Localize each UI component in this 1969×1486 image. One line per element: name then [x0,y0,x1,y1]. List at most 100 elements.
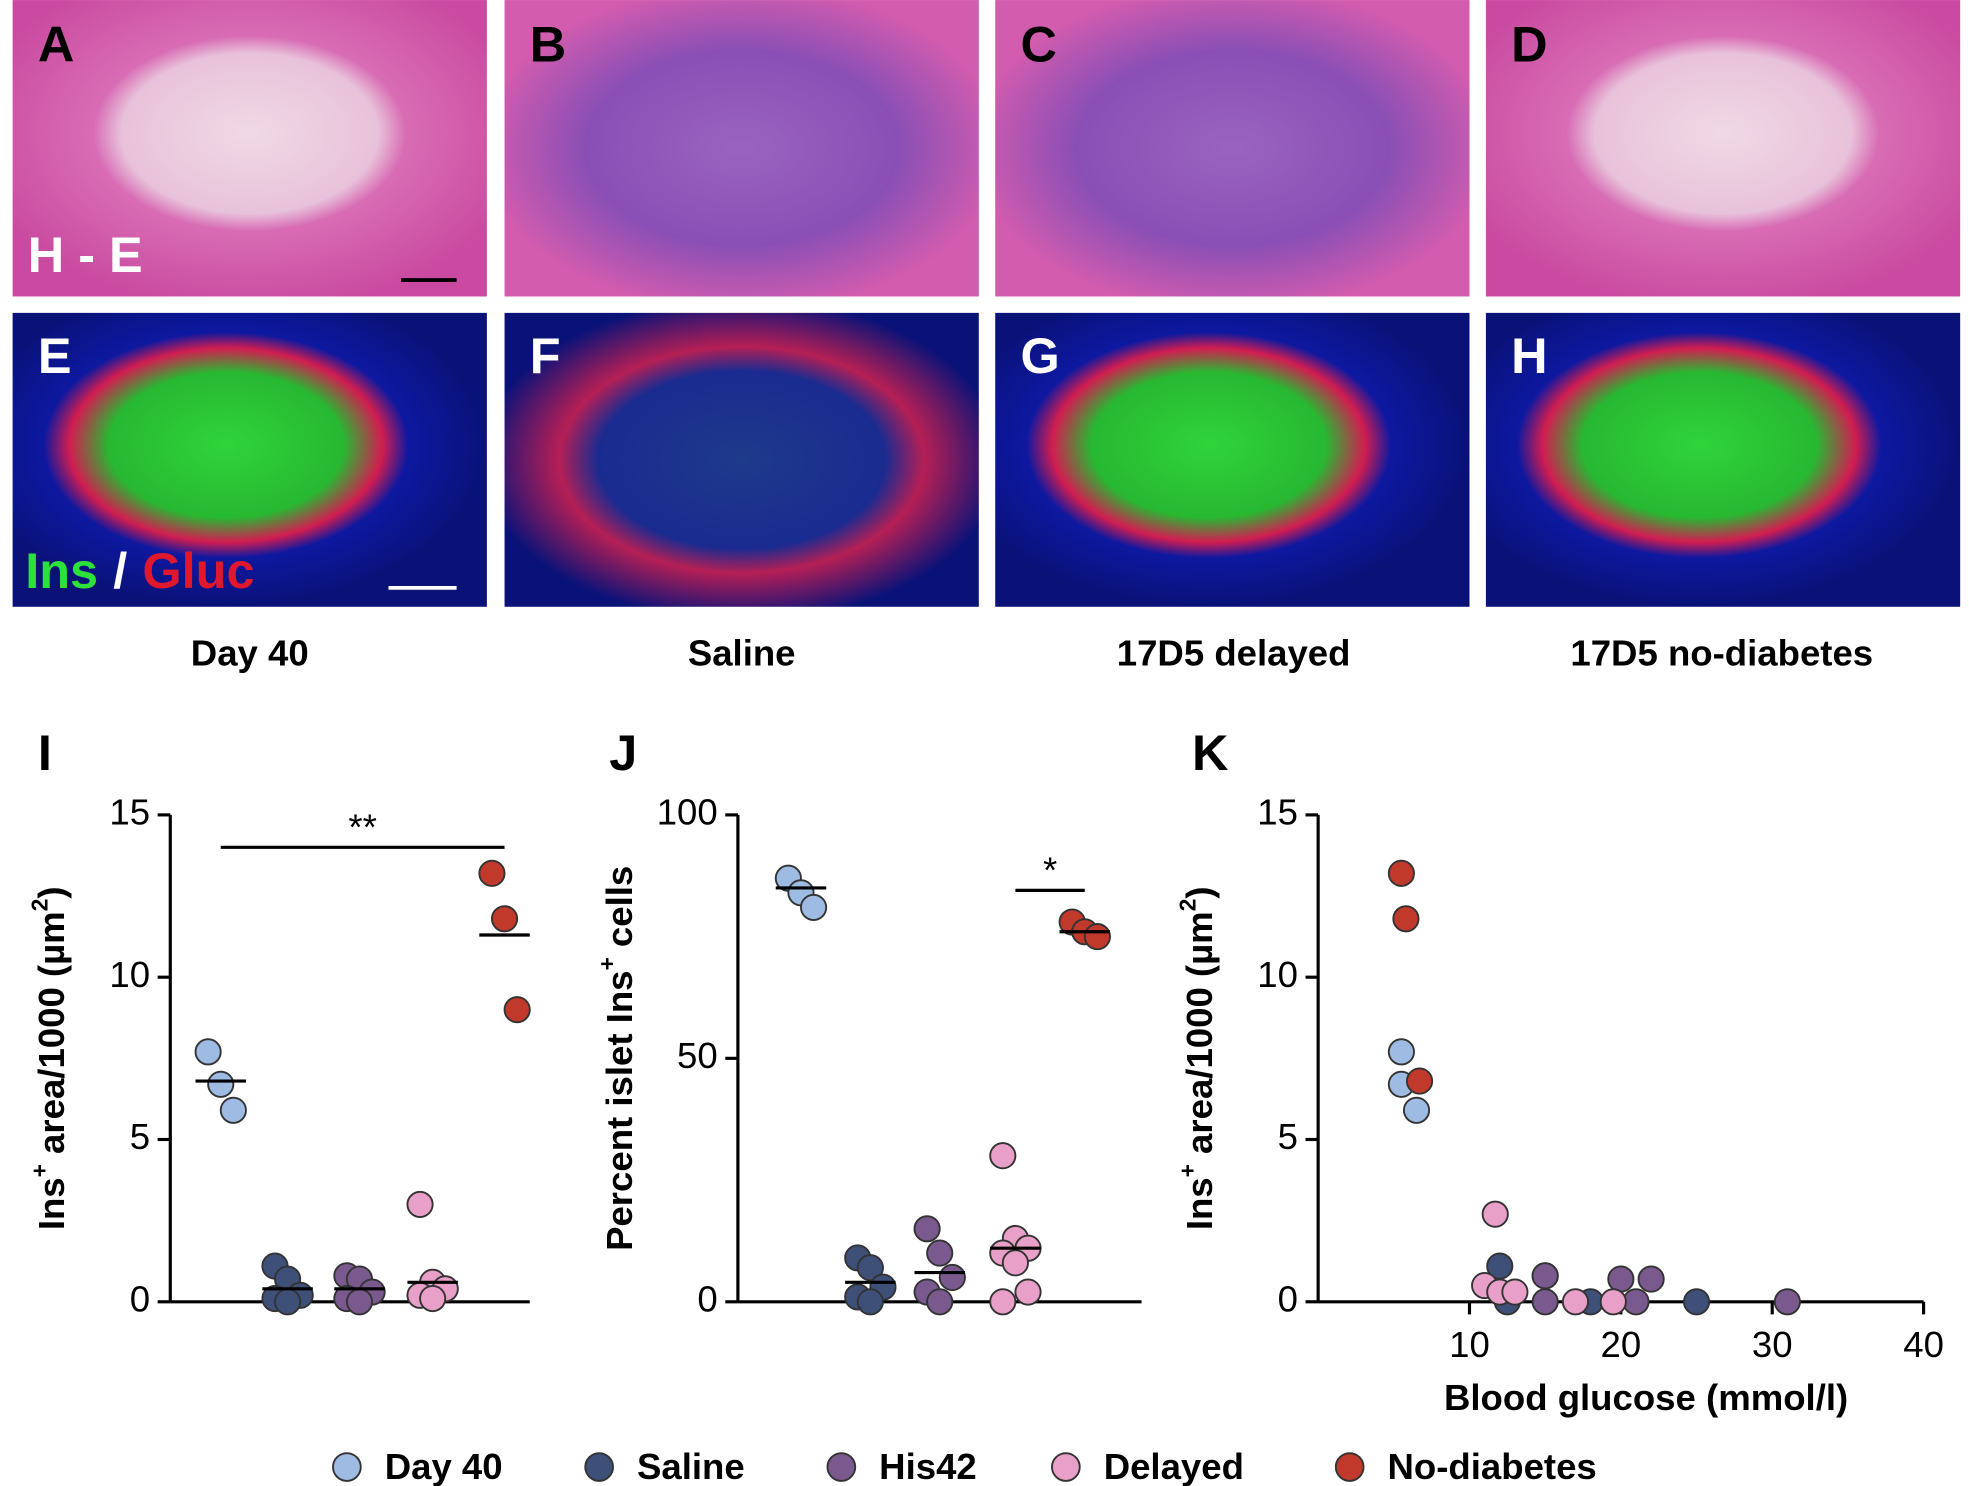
x-tick-label: 30 [1752,1324,1793,1365]
x-tick-label: 10 [1449,1324,1490,1365]
panel-letter: H [1511,327,1547,384]
data-point [419,1284,447,1313]
caption: Saline [688,633,796,674]
label-part: ) [1179,886,1220,898]
superscript: + [27,1164,53,1177]
data-point [1607,1265,1635,1293]
label-part: cells [599,866,640,957]
stain-word: Ins [25,543,98,600]
panel-letter: G [1020,327,1059,384]
legend-marker [1051,1452,1081,1482]
data-point [478,859,506,887]
data-point [1387,1038,1415,1066]
micrographs [12,0,1961,607]
data-point [1682,1288,1711,1316]
data-point [989,1142,1017,1170]
data-point [1637,1265,1665,1293]
y-axis-label: Ins+ area/1000 (µm2) [1174,886,1219,1230]
data-point [1392,905,1420,933]
y-tick-label: 10 [1257,954,1298,995]
y-tick-label: 100 [657,792,718,833]
data-point [1531,1288,1559,1316]
superscript: 2 [1174,899,1200,912]
stain-label: H - E [28,226,143,283]
label-part: Ins [31,1177,72,1230]
legend-marker [584,1452,614,1482]
panel-letter: D [1511,15,1547,72]
legend-label: His42 [879,1446,977,1486]
label-part: area/1000 (µm [31,911,72,1164]
caption: 17D5 delayed [1117,633,1351,674]
legend-label: Day 40 [385,1446,503,1486]
data-point [194,1038,222,1066]
micrograph [504,312,979,607]
significance-label: ** [348,806,376,847]
stain-label: Ins / Gluc [25,543,254,600]
data-point [274,1288,302,1316]
data-point [926,1239,954,1267]
data-point [856,1288,884,1316]
data-point [1405,1067,1434,1095]
panel-letter: A [38,15,74,72]
data-point [1622,1288,1650,1316]
y-tick-label: 15 [109,792,150,833]
label-part: Percent islet Ins [599,970,640,1250]
legend-label: Delayed [1104,1446,1244,1486]
data-point [1083,923,1111,951]
y-tick-label: 5 [130,1116,150,1157]
data-point [406,1190,434,1218]
y-axis-label: Ins+ area/1000 (µm2) [27,886,72,1230]
micrograph [995,312,1470,607]
x-tick-label: 20 [1601,1324,1642,1365]
data-point [926,1288,954,1316]
superscript: + [594,957,620,970]
data-point [989,1288,1017,1316]
micrograph [1485,0,1961,297]
y-tick-label: 50 [677,1035,718,1076]
data-point [1387,859,1415,887]
micrograph [12,0,487,297]
data-point [1561,1288,1590,1316]
data-point [1481,1200,1509,1228]
data-point [1599,1288,1627,1316]
y-tick-label: 10 [109,954,150,995]
panel-letter: J [609,724,637,781]
panel-letter: I [38,724,52,781]
data-point [1001,1249,1029,1277]
panel-letter: F [530,327,561,384]
micrograph [504,0,979,297]
panel-letter: K [1192,724,1228,781]
legend-marker [332,1452,362,1482]
data-point [800,893,828,921]
significance-label: * [1043,849,1057,890]
panel-letter: B [530,15,566,72]
legend-marker [1334,1452,1365,1482]
stain-word: / [113,543,127,600]
legend-label: Saline [637,1446,745,1486]
data-point [490,905,519,933]
micrograph [12,312,487,607]
y-axis-label: Percent islet Ins+ cells [594,866,639,1251]
y-tick-label: 15 [1257,792,1298,833]
data-point [856,1254,884,1282]
caption: Day 40 [191,633,309,674]
data-point [1014,1278,1042,1306]
x-tick-label: 40 [1903,1324,1944,1365]
data-point [207,1070,235,1098]
data-point [1402,1096,1431,1124]
stain-word: Gluc [142,543,254,600]
data-point [503,996,531,1024]
data-point [219,1096,247,1124]
y-tick-label: 0 [130,1278,150,1319]
superscript: + [1174,1164,1200,1177]
y-tick-label: 0 [1278,1278,1298,1319]
data-point [913,1215,941,1243]
superscript: 2 [27,899,53,912]
data-point [1531,1262,1559,1290]
label-part: Ins [1179,1177,1220,1230]
y-tick-label: 5 [1278,1116,1298,1157]
micrograph [995,0,1470,297]
label-part: ) [31,886,72,898]
